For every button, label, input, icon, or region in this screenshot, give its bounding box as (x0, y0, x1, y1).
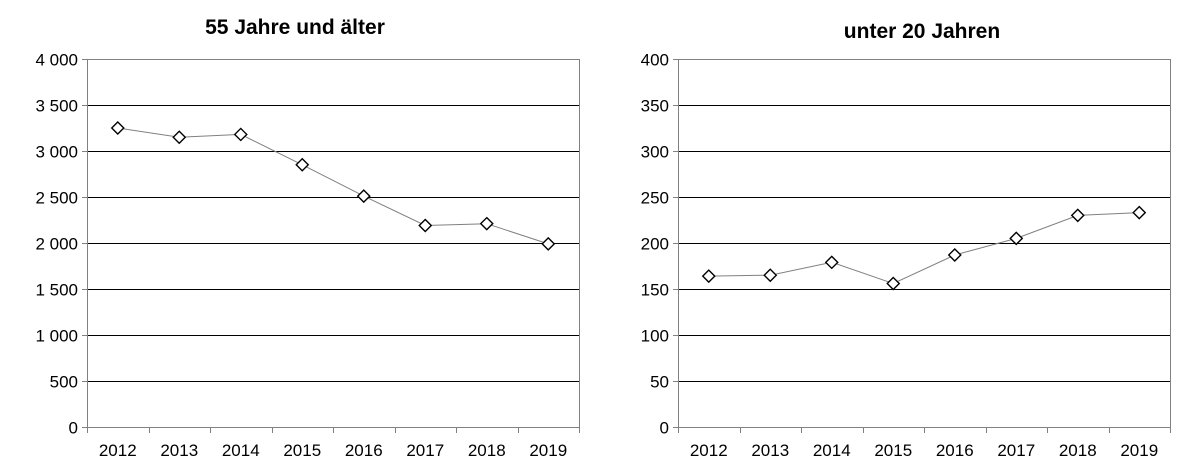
x-tick-label: 2016 (345, 441, 383, 460)
y-tick-label: 0 (660, 419, 669, 438)
y-tick-label: 500 (50, 373, 78, 392)
x-tick-label: 2017 (997, 441, 1035, 460)
y-tick-label: 100 (641, 327, 669, 346)
x-tick-label: 2018 (468, 441, 506, 460)
data-point-marker (479, 216, 494, 231)
data-point-marker (541, 236, 556, 251)
x-tick-label: 2019 (529, 441, 567, 460)
y-tick-label: 350 (641, 97, 669, 116)
plot-frame (678, 59, 1171, 428)
x-tick-label: 2012 (99, 441, 137, 460)
y-tick-label: 0 (69, 419, 78, 438)
data-point-marker (418, 218, 433, 233)
y-tick-label: 300 (641, 143, 669, 162)
x-tick-label: 2015 (874, 441, 912, 460)
x-tick-label: 2018 (1059, 441, 1097, 460)
y-tick-label: 1 000 (35, 327, 78, 346)
y-tick-label: 1 500 (35, 281, 78, 300)
data-point-marker (356, 189, 371, 204)
x-tick-label: 2013 (160, 441, 198, 460)
chart-title: 55 Jahre und älter (205, 16, 385, 39)
y-tick-label: 2 000 (35, 235, 78, 254)
data-point-marker (947, 247, 962, 262)
y-tick-label: 50 (650, 373, 669, 392)
data-point-marker (763, 268, 778, 283)
data-point-marker (233, 127, 248, 142)
y-tick-label: 3 500 (35, 97, 78, 116)
data-point-marker (172, 130, 187, 145)
x-tick-label: 2012 (690, 441, 728, 460)
data-point-marker (110, 121, 125, 135)
series-line (708, 212, 1140, 285)
data-point-marker (886, 276, 901, 291)
data-point-marker (824, 255, 839, 270)
x-tick-label: 2014 (222, 441, 260, 460)
plot-frame (87, 59, 580, 428)
y-tick-label: 4 000 (35, 51, 78, 70)
x-tick-label: 2013 (751, 441, 789, 460)
y-tick-label: 3 000 (35, 143, 78, 162)
line-chart-1: 55 Jahre und älter 0 500 1 000 1 500 2 000 2 5… (35, 16, 580, 460)
data-point-marker (1009, 231, 1024, 246)
y-tick-label: 200 (641, 235, 669, 254)
x-tick-label: 2019 (1120, 441, 1158, 460)
chart-title: unter 20 Jahren (844, 20, 1000, 43)
x-tick-label: 2017 (406, 441, 444, 460)
x-tick-label: 2015 (283, 441, 321, 460)
x-tick-label: 2014 (813, 441, 851, 460)
y-tick-label: 150 (641, 281, 669, 300)
data-point-marker (1070, 208, 1085, 223)
y-tick-label: 2 500 (35, 189, 78, 208)
y-tick-label: 400 (641, 51, 669, 70)
y-tick-label: 250 (641, 189, 669, 208)
data-point-marker (1132, 205, 1147, 220)
data-point-marker (295, 157, 310, 172)
line-chart-2: unter 20 Jahren 0 50 100 150 200 250 300 350 400 2… (641, 20, 1171, 460)
data-point-marker (701, 269, 716, 284)
x-tick-label: 2016 (936, 441, 974, 460)
series-line (117, 127, 549, 245)
